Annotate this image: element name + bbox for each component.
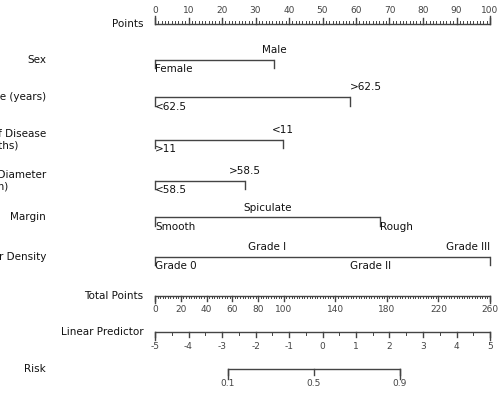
Text: 0: 0 (152, 305, 158, 314)
Text: Maximum Diameter
(mm): Maximum Diameter (mm) (0, 170, 46, 191)
Text: 3: 3 (420, 342, 426, 351)
Text: -2: -2 (251, 342, 260, 351)
Text: 40: 40 (201, 305, 212, 314)
Text: Rough: Rough (380, 222, 413, 232)
Text: 100: 100 (275, 305, 292, 314)
Text: 30: 30 (250, 6, 261, 15)
Text: <58.5: <58.5 (155, 185, 187, 195)
Text: Total Points: Total Points (84, 290, 144, 301)
Text: Spiculate: Spiculate (243, 202, 292, 213)
Text: >62.5: >62.5 (350, 82, 382, 92)
Text: 40: 40 (284, 6, 294, 15)
Text: 220: 220 (430, 305, 447, 314)
Text: 260: 260 (482, 305, 498, 314)
Text: Grade III: Grade III (446, 242, 490, 252)
Text: 60: 60 (226, 305, 238, 314)
Text: Points: Points (112, 18, 144, 29)
Text: Male: Male (262, 44, 286, 55)
Text: 80: 80 (252, 305, 264, 314)
Text: 1: 1 (353, 342, 359, 351)
Text: 140: 140 (327, 305, 344, 314)
Text: 60: 60 (350, 6, 362, 15)
Text: 0: 0 (320, 342, 326, 351)
Text: 180: 180 (378, 305, 396, 314)
Text: 20: 20 (216, 6, 228, 15)
Text: >11: >11 (155, 144, 177, 154)
Text: <11: <11 (272, 125, 293, 135)
Text: Age (years): Age (years) (0, 92, 46, 103)
Text: Grade I: Grade I (248, 242, 286, 252)
Text: Grade II: Grade II (350, 261, 391, 271)
Text: 2: 2 (386, 342, 392, 351)
Text: Linear Predictor: Linear Predictor (61, 327, 144, 337)
Text: 90: 90 (451, 6, 462, 15)
Text: Smooth: Smooth (155, 222, 195, 232)
Text: -4: -4 (184, 342, 193, 351)
Text: 4: 4 (454, 342, 460, 351)
Text: 0.1: 0.1 (220, 379, 234, 388)
Text: 100: 100 (482, 6, 498, 15)
Text: 0.5: 0.5 (306, 379, 321, 388)
Text: -5: -5 (150, 342, 160, 351)
Text: 80: 80 (417, 6, 428, 15)
Text: >58.5: >58.5 (229, 166, 261, 176)
Text: -1: -1 (284, 342, 294, 351)
Text: 0.9: 0.9 (393, 379, 407, 388)
Text: 50: 50 (317, 6, 328, 15)
Text: Sex: Sex (27, 55, 46, 65)
Text: 0: 0 (152, 6, 158, 15)
Text: 10: 10 (183, 6, 194, 15)
Text: Grade 0: Grade 0 (155, 261, 196, 271)
Text: Risk: Risk (24, 364, 46, 375)
Text: Female: Female (155, 64, 192, 74)
Text: <62.5: <62.5 (155, 102, 187, 112)
Text: 5: 5 (487, 342, 493, 351)
Text: Duration of Disease
(months): Duration of Disease (months) (0, 129, 46, 150)
Text: -3: -3 (218, 342, 226, 351)
Text: 20: 20 (175, 305, 186, 314)
Text: Vascular Density: Vascular Density (0, 252, 46, 262)
Text: Margin: Margin (10, 212, 46, 222)
Text: 70: 70 (384, 6, 395, 15)
